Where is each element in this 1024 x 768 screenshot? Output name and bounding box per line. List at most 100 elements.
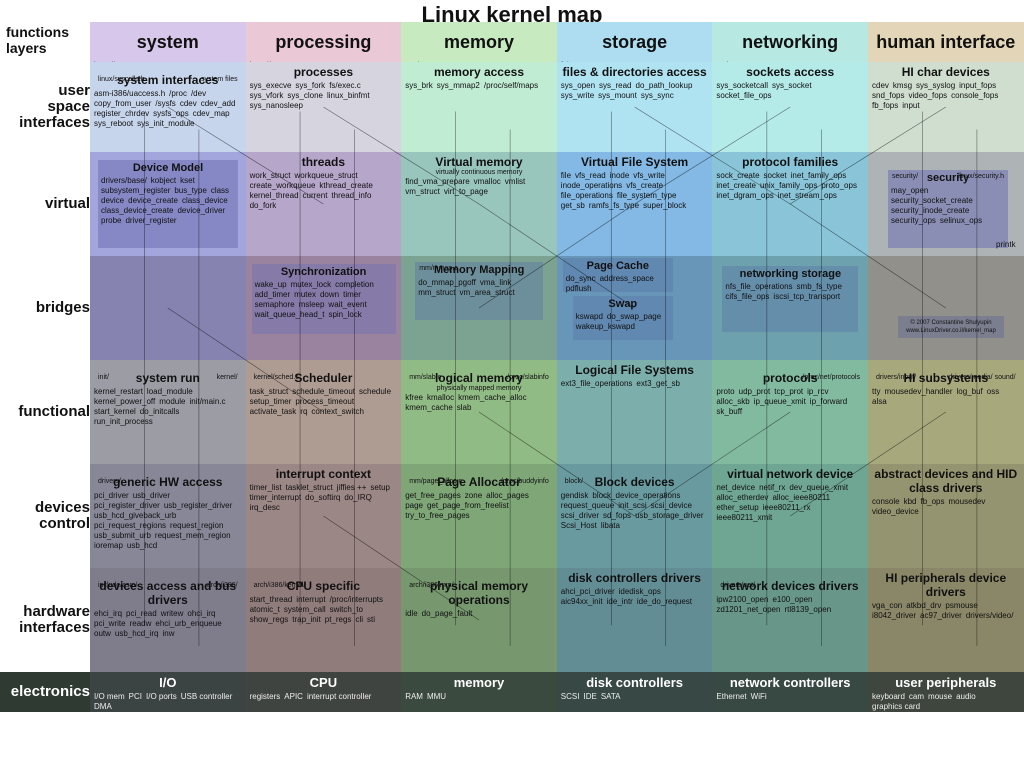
cell-path: drivers/ bbox=[98, 478, 121, 485]
cell-title: disk controllers bbox=[561, 675, 709, 690]
sub-box: networking storage nfs_file_operationssmb… bbox=[722, 266, 858, 332]
cell-items: find_vma_preparevmallocvmlistvm_structvi… bbox=[405, 177, 553, 197]
sub-title: Device Model bbox=[101, 162, 235, 174]
cell bbox=[90, 256, 246, 360]
cell-title: threads bbox=[250, 155, 398, 169]
cell-title: protocol families bbox=[716, 155, 864, 169]
cell: abstract devices and HID class driversco… bbox=[868, 464, 1024, 568]
sub-box: Synchronizationwake_upmutex_lockcompleti… bbox=[252, 264, 396, 334]
sub-box: Memory Mappingmm/mmap.cdo_mmap_pgoffvma_… bbox=[415, 262, 543, 320]
cell-title: CPU bbox=[250, 675, 398, 690]
row-header: virtual bbox=[0, 152, 96, 256]
grid: systemkernel/processingkernel/memorymm/s… bbox=[90, 22, 1024, 768]
cell-title: user peripherals bbox=[872, 675, 1020, 690]
cell-path: arch/i386/ bbox=[207, 582, 238, 589]
column-header: memory bbox=[401, 22, 557, 62]
cell-items: idledo_page_fault bbox=[405, 609, 553, 619]
cell-items: EthernetWiFi bbox=[716, 692, 864, 702]
cell-path: drivers/input/ bbox=[876, 374, 916, 381]
cell: HI peripherals device driversvga_conatkb… bbox=[868, 568, 1024, 672]
cell-path: /proc/slabinfo bbox=[507, 374, 549, 381]
cell-items: ipw2100_opene100_openzd1201_net_openrtl8… bbox=[716, 595, 864, 615]
sub-items: nfs_file_operationssmb_fs_typecifs_file_… bbox=[725, 282, 855, 302]
cell: Logical File Systems ext3_file_operations… bbox=[557, 360, 713, 464]
cell: Virtual memoryvirtually continuous memor… bbox=[401, 152, 557, 256]
cell-subtitle: virtually continuous memory bbox=[405, 169, 553, 176]
row-header: bridges bbox=[0, 256, 96, 360]
cell: user peripherals keyboardcammouseaudiogra… bbox=[868, 672, 1024, 712]
cell-path: block/ bbox=[565, 478, 583, 485]
cell: interrupt contexttimer_listtasklet_struc… bbox=[246, 464, 402, 568]
cell-items: pci_driverusb_driverpci_register_driveru… bbox=[94, 491, 242, 551]
cell-items: sock_createsocketinet_family_opsinet_cre… bbox=[716, 171, 864, 201]
cell: drivers/net/network devices driversipw21… bbox=[712, 568, 868, 672]
cell-title: memory bbox=[405, 675, 553, 690]
cell: © 2007 Constantine Shulyupinwww.LinuxDri… bbox=[868, 256, 1024, 360]
cell-title: I/O bbox=[94, 675, 242, 690]
cell-title: processes bbox=[250, 65, 398, 79]
cell: disk controllersSCSIIDESATA bbox=[557, 672, 713, 712]
cell-items: ttymousedev_handlerlog_bufossalsa bbox=[872, 387, 1020, 407]
cell-path: kernel/sched.c bbox=[254, 374, 299, 381]
kernel-map-diagram: Linux kernel map functionslayers systemk… bbox=[0, 0, 1024, 768]
cell-items: sys_opensys_readdo_path_lookupsys_writes… bbox=[561, 81, 709, 101]
cell-items: asm-i386/uaccess.h/proc/devcopy_from_use… bbox=[94, 89, 242, 129]
cell-items: keyboardcammouseaudiographics card bbox=[872, 692, 1020, 712]
cell-items: timer_listtasklet_structjiffies ++setupt… bbox=[250, 483, 398, 513]
row-header: hardwareinterfaces bbox=[0, 568, 96, 672]
cell-path: include/asm/ bbox=[98, 582, 137, 589]
column-header: system bbox=[90, 22, 246, 62]
cell-subtitle: physically mapped memory bbox=[405, 385, 553, 392]
cell-items: ext3_file_operationsext3_get_sb bbox=[561, 379, 709, 389]
cell-title: abstract devices and HID class drivers bbox=[872, 467, 1020, 495]
cell: threadswork_structworkqueue_structcreate… bbox=[246, 152, 402, 256]
credit: © 2007 Constantine Shulyupinwww.LinuxDri… bbox=[898, 316, 1004, 338]
cell-path: linux/syscalls.h bbox=[98, 76, 145, 83]
cell-items: consolekbdfb_opsmousedevvideo_device bbox=[872, 497, 1020, 517]
cell: linux/syscalls.hsystem filessystem inter… bbox=[90, 62, 246, 152]
cell: files & directories accesssys_opensys_re… bbox=[557, 62, 713, 152]
cell-items: ehci_irqpci_readwritewohci_irqpci_writer… bbox=[94, 609, 242, 639]
cell: drivers/generic HW accesspci_driverusb_d… bbox=[90, 464, 246, 568]
cell: disk controllers driversahci_pci_driveri… bbox=[557, 568, 713, 672]
sub-items: do_mmap_pgoffvma_linkmm_structvm_area_st… bbox=[418, 278, 540, 298]
sub-title: Page Cache bbox=[566, 260, 670, 272]
cell: mm/slab.c/proc/slabinfological memoryphy… bbox=[401, 360, 557, 464]
row-header: functional bbox=[0, 360, 96, 464]
sub-items: do_syncaddress_spacepdflush bbox=[566, 274, 670, 294]
cell-items: RAMMMU bbox=[405, 692, 553, 702]
cell-path: kernel/ bbox=[217, 374, 238, 381]
cell-items: I/O memPCII/O portsUSB controllerDMA bbox=[94, 692, 242, 712]
sub-items: may_opensecurity_socket_createsecurity_i… bbox=[891, 186, 1005, 226]
cell-title: network controllers bbox=[716, 675, 864, 690]
cell-items: start_threadinterrupt/proc/interruptsato… bbox=[250, 595, 398, 625]
cell-path: /proc/buddyinfo bbox=[501, 478, 549, 485]
column-header: networking bbox=[712, 22, 868, 62]
cell: memory accesssys_brksys_mmap2/proc/self/… bbox=[401, 62, 557, 152]
cell-path: mm/page_alloc.c bbox=[409, 478, 462, 485]
cell-title: Logical File Systems bbox=[561, 363, 709, 377]
cell: include/asm/arch/i386/devices access and… bbox=[90, 568, 246, 672]
cell-title: Virtual memory bbox=[405, 155, 553, 169]
cell: virtual network devicenet_devicenetif_rx… bbox=[712, 464, 868, 568]
cell-items: registersAPICinterrupt controller bbox=[250, 692, 398, 702]
cell: kernel/sched.cSchedulertask_structschedu… bbox=[246, 360, 402, 464]
sub-title: Synchronization bbox=[255, 266, 393, 278]
cell: Device Modeldrivers/base/kobjectksetsubs… bbox=[90, 152, 246, 256]
cell-items: kfreekmallockmem_cache_allockmem_cachesl… bbox=[405, 393, 553, 413]
cell: network controllers EthernetWiFi bbox=[712, 672, 868, 712]
cell-path: arch/i386/kernel/ bbox=[254, 582, 306, 589]
cell: sockets accesssys_socketcallsys_socketso… bbox=[712, 62, 868, 152]
cell: Page Cachedo_syncaddress_spacepdflushSwa… bbox=[557, 256, 713, 360]
cell-path: system files bbox=[201, 76, 238, 83]
cell-path: mm/slab.c bbox=[409, 374, 441, 381]
sub-box: Swapkswapddo_swap_pagewakeup_kswapd bbox=[573, 296, 673, 340]
cell-title: Virtual File System bbox=[561, 155, 709, 169]
column-header: storage bbox=[557, 22, 713, 62]
cell-items: protoudp_prottcp_protip_rcvalloc_skbip_q… bbox=[716, 387, 864, 417]
sub-title: Swap bbox=[576, 298, 670, 310]
column-header: processing bbox=[246, 22, 402, 62]
cell-path: drivers/media/ sound/ bbox=[949, 374, 1016, 381]
sub-title: networking storage bbox=[725, 268, 855, 280]
cell-title: HI peripherals device drivers bbox=[872, 571, 1020, 599]
